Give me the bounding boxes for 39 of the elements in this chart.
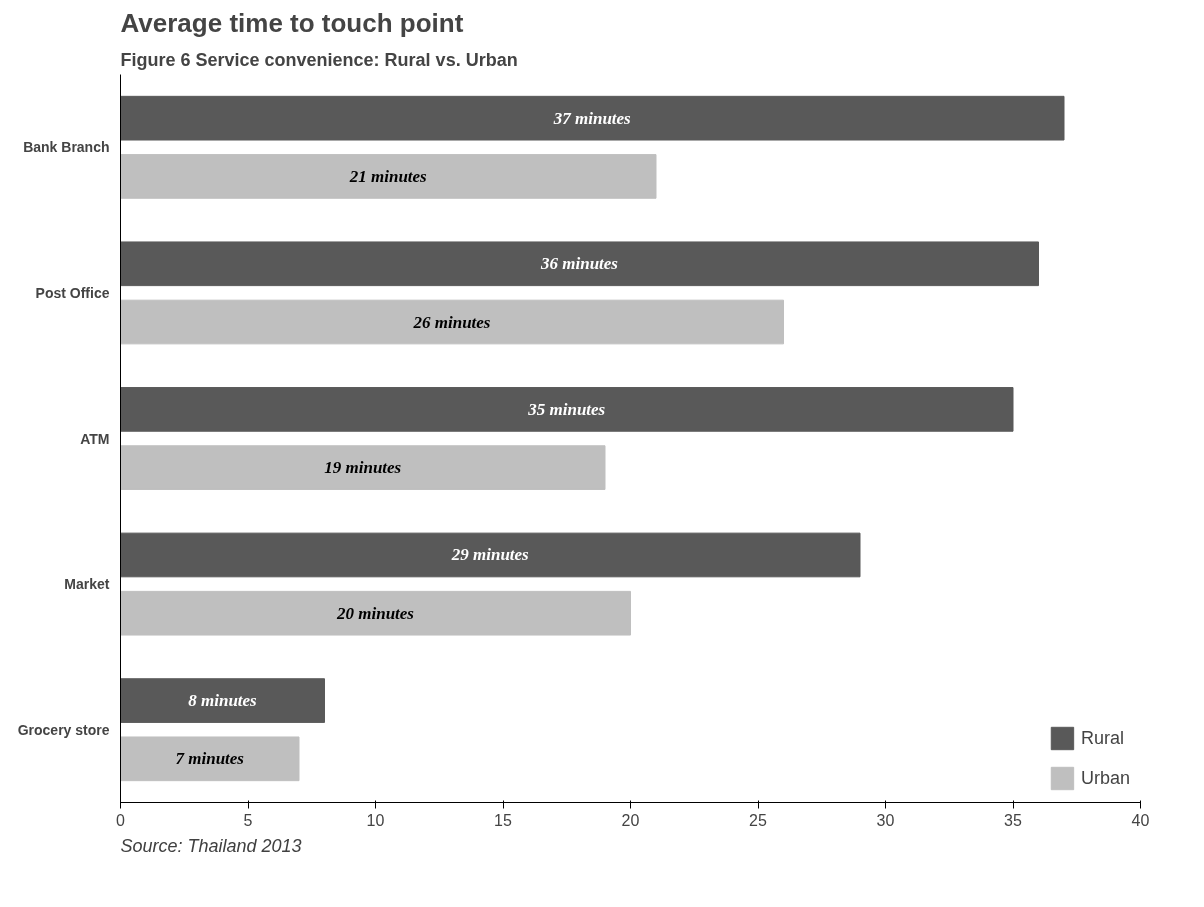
y-tick-label: Bank Branch xyxy=(23,139,110,156)
source-note: Source: Thailand 2013 xyxy=(120,835,302,856)
legend-label: Rural xyxy=(1080,727,1124,749)
chart-title: Figure 6 Service convenience: Rural vs. Urban xyxy=(120,49,518,70)
data-label: 20 minutes xyxy=(336,603,415,623)
chart-subtitle: Average time to touch point xyxy=(120,7,464,38)
bar xyxy=(120,241,1039,287)
x-tick-label: 30 xyxy=(876,811,895,829)
x-tick-label: 15 xyxy=(494,811,512,829)
data-label: 21 minutes xyxy=(348,166,428,186)
data-label: 7 minutes xyxy=(175,749,245,769)
x-tick-label: 5 xyxy=(243,811,253,829)
data-label: 19 minutes xyxy=(324,458,402,478)
bar xyxy=(120,445,606,490)
bar xyxy=(120,678,325,723)
data-label: 36 minutes xyxy=(540,254,619,274)
y-tick-label: Market xyxy=(64,576,110,593)
data-label: 29 minutes xyxy=(450,545,530,565)
y-tick-label: ATM xyxy=(80,430,110,447)
bar xyxy=(120,95,1065,141)
bar xyxy=(120,532,861,578)
bar xyxy=(120,154,657,199)
bar xyxy=(120,590,631,636)
x-tick-label: 20 xyxy=(621,811,640,829)
bar xyxy=(120,736,300,782)
data-label: 37 minutes xyxy=(552,108,632,128)
x-tick-label: 25 xyxy=(749,811,767,829)
data-label: 8 minutes xyxy=(188,691,258,711)
y-tick-label: Grocery store xyxy=(17,721,110,738)
data-label: 26 minutes xyxy=(412,312,491,332)
bar xyxy=(120,387,1014,432)
x-tick-label: 40 xyxy=(1131,811,1150,829)
x-tick-label: 35 xyxy=(1004,811,1022,829)
data-label: 35 minutes xyxy=(527,399,606,419)
x-tick-label: 0 xyxy=(116,811,126,829)
x-tick-label: 10 xyxy=(366,811,385,829)
legend-label: Urban xyxy=(1080,767,1130,789)
bar xyxy=(120,299,784,345)
y-tick-label: Post Office xyxy=(35,284,110,301)
